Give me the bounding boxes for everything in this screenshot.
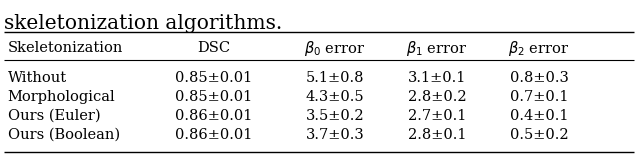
Text: 0.85±0.01: 0.85±0.01	[175, 71, 253, 85]
Text: 0.8±0.3: 0.8±0.3	[510, 71, 568, 85]
Text: Ours (Boolean): Ours (Boolean)	[8, 128, 120, 142]
Text: 2.8±0.1: 2.8±0.1	[408, 128, 466, 142]
Text: Without: Without	[8, 71, 67, 85]
Text: Skeletonization: Skeletonization	[8, 41, 123, 55]
Text: 0.7±0.1: 0.7±0.1	[510, 90, 568, 104]
Text: 0.86±0.01: 0.86±0.01	[175, 109, 253, 123]
Text: 0.85±0.01: 0.85±0.01	[175, 90, 253, 104]
Text: 3.7±0.3: 3.7±0.3	[306, 128, 364, 142]
Text: $\beta_2$ error: $\beta_2$ error	[508, 39, 570, 58]
Text: 0.86±0.01: 0.86±0.01	[175, 128, 253, 142]
Text: 0.4±0.1: 0.4±0.1	[510, 109, 568, 123]
Text: $\beta_1$ error: $\beta_1$ error	[406, 39, 468, 58]
Text: 2.8±0.2: 2.8±0.2	[408, 90, 466, 104]
Text: DSC: DSC	[197, 41, 230, 55]
Text: skeletonization algorithms.: skeletonization algorithms.	[4, 14, 282, 33]
Text: Ours (Euler): Ours (Euler)	[8, 109, 100, 123]
Text: 4.3±0.5: 4.3±0.5	[306, 90, 364, 104]
Text: Morphological: Morphological	[8, 90, 115, 104]
Text: 3.5±0.2: 3.5±0.2	[306, 109, 364, 123]
Text: 3.1±0.1: 3.1±0.1	[408, 71, 466, 85]
Text: 2.7±0.1: 2.7±0.1	[408, 109, 466, 123]
Text: $\beta_0$ error: $\beta_0$ error	[304, 39, 366, 58]
Text: 0.5±0.2: 0.5±0.2	[510, 128, 568, 142]
Text: 5.1±0.8: 5.1±0.8	[306, 71, 364, 85]
